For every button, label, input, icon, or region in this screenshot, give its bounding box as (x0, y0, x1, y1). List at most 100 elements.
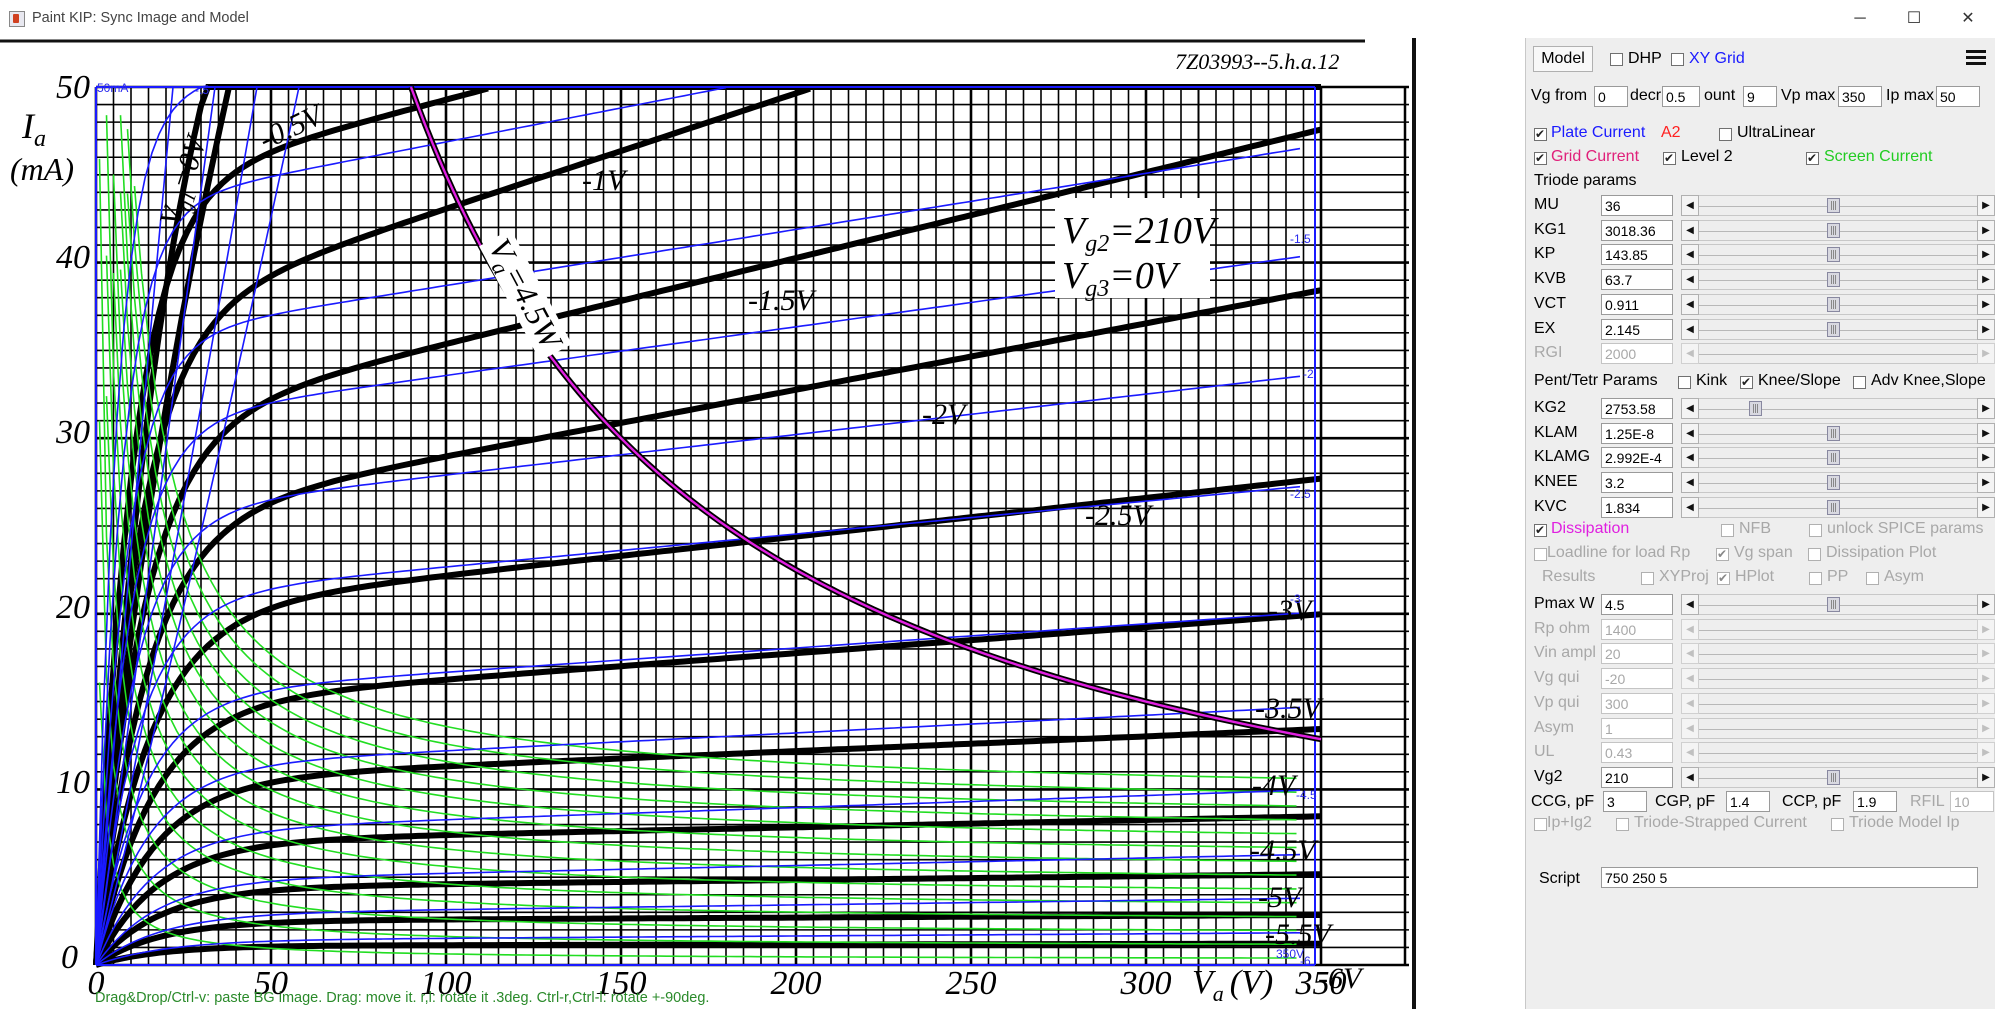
slider-right-arrow-icon[interactable]: ▶ (1977, 422, 1995, 444)
param-input[interactable]: 2.145 (1601, 318, 1673, 340)
slider-right-arrow-icon[interactable]: ▶ (1977, 618, 1995, 640)
slider-right-arrow-icon[interactable]: ▶ (1977, 766, 1995, 788)
slider-left-arrow-icon[interactable]: ◀ (1681, 692, 1699, 714)
ip-max-input[interactable]: 50 (1936, 86, 1980, 107)
slider-right-arrow-icon[interactable]: ▶ (1977, 742, 1995, 764)
slider-left-arrow-icon[interactable]: ◀ (1681, 293, 1699, 315)
slider-right-arrow-icon[interactable]: ▶ (1977, 219, 1995, 241)
param-slider[interactable]: ◀ ▶ (1681, 195, 1995, 216)
param-slider[interactable]: ◀ ▶ (1681, 594, 1995, 615)
param-input[interactable]: 3.2 (1601, 472, 1673, 494)
slider-right-arrow-icon[interactable]: ▶ (1977, 269, 1995, 291)
slider-thumb[interactable] (1827, 597, 1840, 612)
plate-current-checkbox[interactable] (1534, 125, 1547, 143)
dissipation-plot-checkbox[interactable] (1808, 548, 1821, 561)
param-slider[interactable]: ◀ ▶ (1681, 398, 1995, 419)
param-input[interactable]: 210 (1601, 766, 1673, 788)
param-slider[interactable]: ◀ ▶ (1681, 618, 1995, 640)
slider-right-arrow-icon[interactable]: ▶ (1977, 668, 1995, 690)
slider-left-arrow-icon[interactable]: ◀ (1681, 343, 1699, 365)
slider-thumb[interactable] (1827, 296, 1840, 312)
slider-thumb[interactable] (1827, 222, 1840, 238)
param-slider[interactable]: ◀ ▶ (1681, 343, 1995, 365)
asym-checkbox[interactable] (1866, 572, 1879, 585)
param-input[interactable]: 2000 (1601, 343, 1673, 365)
slider-thumb[interactable] (1827, 321, 1840, 337)
param-input[interactable]: 4.5 (1601, 594, 1673, 615)
dissipation-checkbox[interactable] (1534, 521, 1547, 539)
slider-left-arrow-icon[interactable]: ◀ (1681, 594, 1699, 615)
slider-left-arrow-icon[interactable]: ◀ (1681, 269, 1699, 291)
slider-right-arrow-icon[interactable]: ▶ (1977, 496, 1995, 518)
ultralinear-checkbox[interactable] (1719, 128, 1732, 141)
slider-thumb[interactable] (1827, 499, 1840, 515)
param-input[interactable]: 1.834 (1601, 496, 1673, 518)
slider-thumb[interactable] (1749, 401, 1762, 416)
param-slider[interactable]: ◀ ▶ (1681, 766, 1995, 788)
loadline-checkbox[interactable] (1534, 548, 1547, 561)
cgp-input[interactable]: 1.4 (1726, 791, 1770, 812)
vg-span-checkbox[interactable] (1716, 545, 1729, 563)
slider-left-arrow-icon[interactable]: ◀ (1681, 398, 1699, 419)
slider-right-arrow-icon[interactable]: ▶ (1977, 293, 1995, 315)
param-input[interactable]: 1400 (1601, 618, 1673, 640)
slider-left-arrow-icon[interactable]: ◀ (1681, 618, 1699, 640)
param-input[interactable]: 1 (1601, 717, 1673, 739)
param-input[interactable]: 2753.58 (1601, 398, 1673, 419)
param-input[interactable]: 0.911 (1601, 293, 1673, 315)
script-input[interactable]: 750 250 5 (1601, 867, 1978, 888)
slider-thumb[interactable] (1827, 769, 1840, 785)
slider-right-arrow-icon[interactable]: ▶ (1977, 318, 1995, 340)
param-slider[interactable]: ◀ ▶ (1681, 447, 1995, 469)
hamburger-menu-icon[interactable] (1966, 50, 1986, 66)
model-button[interactable]: Model (1533, 46, 1593, 72)
slider-right-arrow-icon[interactable]: ▶ (1977, 643, 1995, 665)
slider-thumb[interactable] (1827, 247, 1840, 263)
param-slider[interactable]: ◀ ▶ (1681, 643, 1995, 665)
adv-knee-checkbox[interactable] (1853, 376, 1866, 389)
param-slider[interactable]: ◀ ▶ (1681, 496, 1995, 518)
plot-canvas[interactable]: 7Z03993--5.h.a.12 0 10 20 30 40 50 0 50 … (0, 38, 1425, 1009)
knee-slope-checkbox[interactable] (1740, 373, 1753, 391)
param-input[interactable]: 36 (1601, 195, 1673, 216)
slider-left-arrow-icon[interactable]: ◀ (1681, 742, 1699, 764)
xy-grid-checkbox[interactable] (1671, 53, 1684, 66)
param-input[interactable]: 20 (1601, 643, 1673, 665)
triode-model-ip-checkbox[interactable] (1831, 818, 1844, 831)
slider-left-arrow-icon[interactable]: ◀ (1681, 766, 1699, 788)
slider-thumb[interactable] (1827, 272, 1840, 288)
slider-left-arrow-icon[interactable]: ◀ (1681, 447, 1699, 469)
param-input[interactable]: 3018.36 (1601, 219, 1673, 241)
slider-right-arrow-icon[interactable]: ▶ (1977, 447, 1995, 469)
ip-ig2-checkbox[interactable] (1534, 818, 1547, 831)
param-input[interactable]: 0.43 (1601, 742, 1673, 764)
dhp-checkbox[interactable] (1610, 53, 1623, 66)
count-input[interactable]: 9 (1743, 86, 1777, 107)
slider-thumb[interactable] (1827, 425, 1840, 441)
param-input[interactable]: 1.25E-8 (1601, 422, 1673, 444)
close-button[interactable]: ✕ (1961, 10, 1975, 27)
slider-left-arrow-icon[interactable]: ◀ (1681, 717, 1699, 739)
param-input[interactable]: 300 (1601, 692, 1673, 714)
param-slider[interactable]: ◀ ▶ (1681, 717, 1995, 739)
param-slider[interactable]: ◀ ▶ (1681, 422, 1995, 444)
slider-left-arrow-icon[interactable]: ◀ (1681, 318, 1699, 340)
ccg-input[interactable]: 3 (1603, 791, 1647, 812)
pp-checkbox[interactable] (1809, 572, 1822, 585)
slider-left-arrow-icon[interactable]: ◀ (1681, 472, 1699, 494)
ccp-input[interactable]: 1.9 (1853, 791, 1897, 812)
grid-current-checkbox[interactable] (1534, 149, 1547, 167)
slider-left-arrow-icon[interactable]: ◀ (1681, 668, 1699, 690)
vg-from-input[interactable]: 0 (1594, 86, 1628, 107)
slider-left-arrow-icon[interactable]: ◀ (1681, 219, 1699, 241)
rfil-input[interactable]: 10 (1950, 791, 1994, 812)
param-slider[interactable]: ◀ ▶ (1681, 244, 1995, 266)
maximize-button[interactable]: ☐ (1906, 10, 1922, 27)
nfb-checkbox[interactable] (1721, 524, 1734, 537)
param-input[interactable]: -20 (1601, 668, 1673, 690)
param-slider[interactable]: ◀ ▶ (1681, 472, 1995, 494)
slider-left-arrow-icon[interactable]: ◀ (1681, 422, 1699, 444)
triode-strapped-checkbox[interactable] (1616, 818, 1629, 831)
hplot-checkbox[interactable] (1717, 569, 1730, 587)
param-input[interactable]: 143.85 (1601, 244, 1673, 266)
